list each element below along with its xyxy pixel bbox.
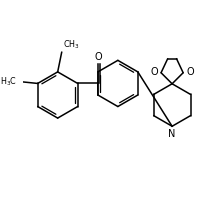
Text: N: N <box>168 129 176 139</box>
Text: O: O <box>95 52 103 62</box>
Text: O: O <box>186 67 194 77</box>
Text: CH$_3$: CH$_3$ <box>63 39 80 51</box>
Text: H$_3$C: H$_3$C <box>0 75 17 88</box>
Text: O: O <box>151 67 158 77</box>
